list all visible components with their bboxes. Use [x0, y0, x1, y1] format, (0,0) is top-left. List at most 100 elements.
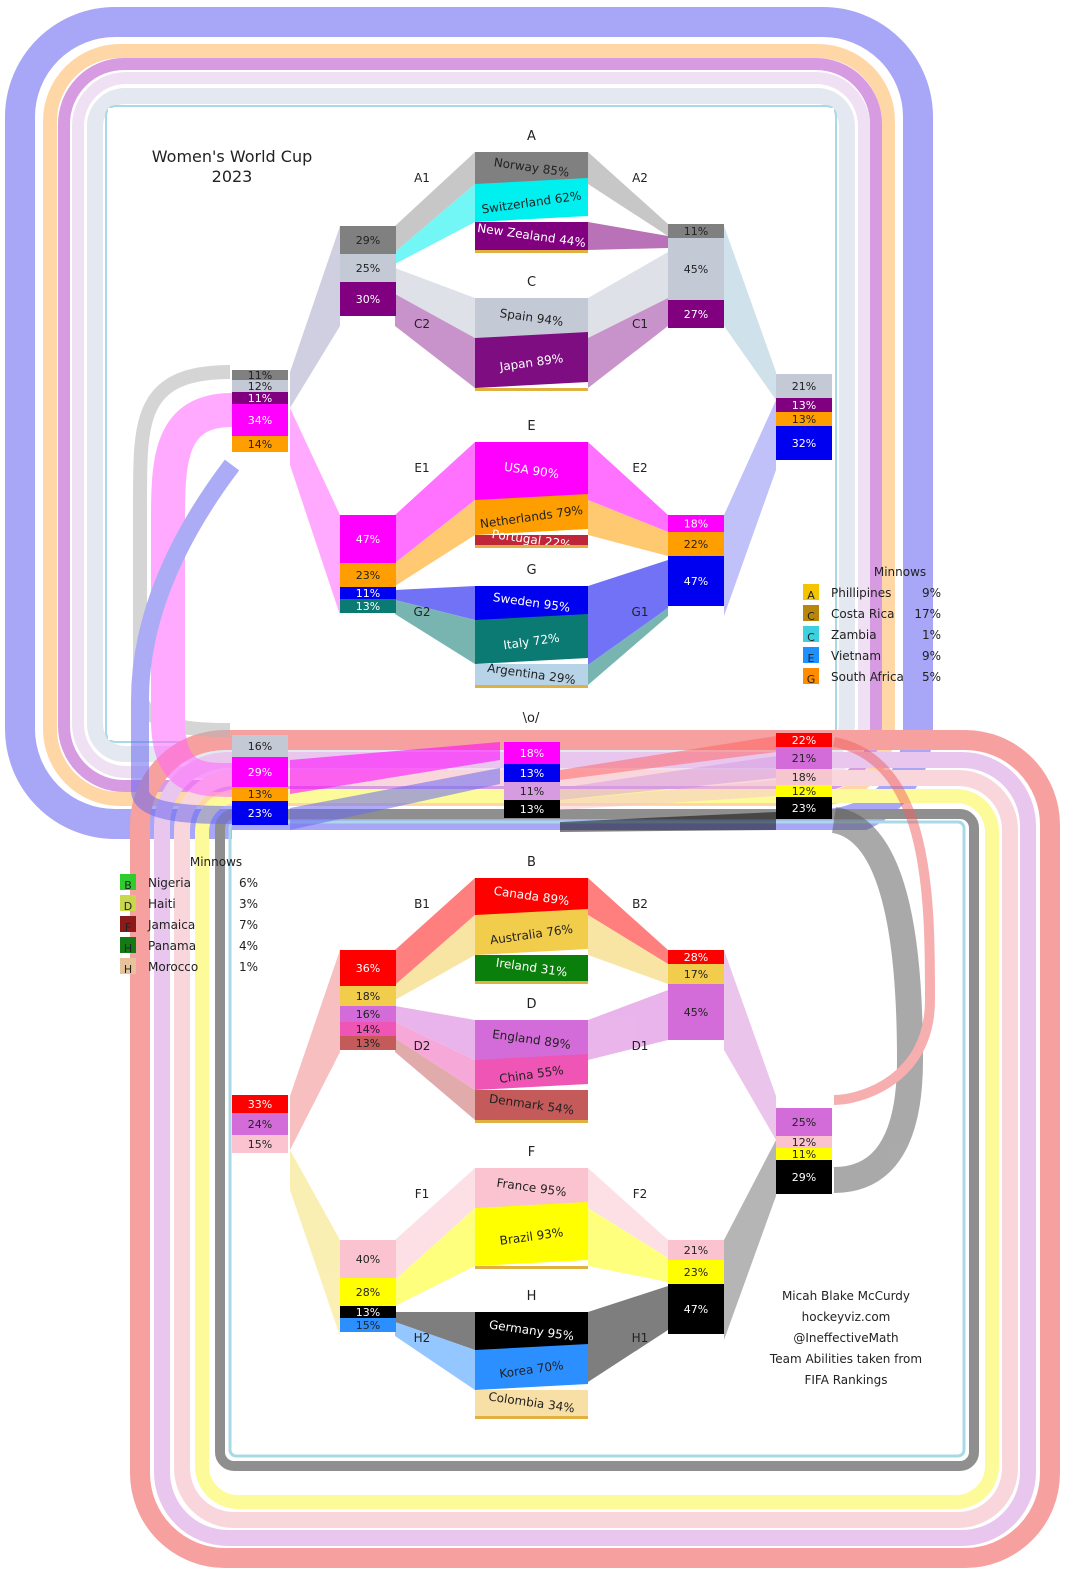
team-band — [475, 222, 588, 250]
stack-band-label: 24% — [248, 1118, 272, 1131]
minnow-name: Panama — [148, 939, 196, 953]
stack-upper-stacks-right_quarter: 21% 13%13% 32% — [776, 374, 832, 460]
stack-band — [776, 1136, 832, 1148]
stack-band-label: 23% — [248, 807, 272, 820]
flow-rq2-b2 — [724, 950, 776, 1140]
stack-lower-stacks-right_quarter: 25% 12%11% 29% — [776, 1108, 832, 1194]
stack-band — [668, 224, 724, 238]
stack-band-label: 25% — [356, 262, 380, 275]
stack-band — [668, 556, 724, 606]
stack-band-label: 47% — [356, 533, 380, 546]
stack-band — [668, 532, 724, 556]
group-slot-left: A1 — [414, 171, 430, 185]
ring-outer-upper — [5, 7, 933, 839]
group-label: B — [527, 855, 536, 870]
group-slot-left: G2 — [414, 605, 431, 619]
flow-h1-germany — [588, 1286, 668, 1382]
group-label: A — [527, 129, 536, 144]
stack-band — [776, 374, 832, 398]
flow-rs-rq-red — [832, 737, 936, 1105]
stack-band-label: 11% — [248, 369, 272, 382]
flow-a2-norway — [588, 152, 668, 236]
stack-band — [232, 436, 288, 452]
flow-e1-neth — [395, 500, 475, 586]
stack-band — [340, 282, 396, 316]
minnow-name: Jamaica — [147, 918, 195, 932]
stack-lower-stacks-semi: 22% 21% 18%12% 23% — [776, 733, 832, 819]
stack-band — [776, 797, 832, 819]
stack-band — [776, 412, 832, 426]
stack-band — [776, 769, 832, 785]
chart-title-line2: 2023 — [212, 167, 253, 186]
stack-band — [776, 785, 832, 797]
stack-band — [668, 515, 724, 532]
team-band — [475, 878, 588, 915]
stack-band — [232, 801, 288, 825]
minnow-sliver — [475, 1120, 588, 1123]
flow-b1-aus — [395, 915, 475, 1000]
flow-semi-final-pink — [290, 742, 500, 794]
flow-lq-semi-blue — [131, 459, 240, 824]
minnow-pct: 7% — [239, 918, 258, 932]
flow-b1-canada — [395, 878, 475, 985]
stack-lower-stacks-left_quarter: 33% 24% 15% — [232, 1095, 288, 1153]
team-band — [475, 298, 588, 338]
flow-rs-rq-grey — [830, 807, 924, 1193]
stack-band-label: 13% — [792, 413, 816, 426]
group-slot-left: F1 — [415, 1187, 430, 1201]
minnow-swatch — [120, 937, 136, 953]
stack-band-label: 29% — [356, 234, 380, 247]
flow-d2-china — [395, 1022, 475, 1090]
flow-g2-italy — [395, 600, 475, 664]
flow-lq-a1 — [290, 226, 340, 408]
minnow-sliver — [475, 1416, 588, 1419]
stack-band-label: 18% — [792, 771, 816, 784]
stack-band-label: 13% — [792, 399, 816, 412]
minnow-name: Morocco — [148, 960, 198, 974]
minnow-name: South Africa — [831, 670, 904, 684]
stack-band-label: 18% — [684, 518, 708, 531]
stack-band-label: 13% — [356, 1306, 380, 1319]
team-band — [475, 1090, 588, 1120]
stack-band — [340, 1036, 396, 1050]
stack-band-label: 13% — [356, 1037, 380, 1050]
stack-band — [232, 392, 288, 404]
stack-band-label: 17% — [684, 968, 708, 981]
minnow-pct: 3% — [239, 897, 258, 911]
stack-band — [504, 782, 560, 800]
minnows-top-title: Minnows — [874, 565, 926, 579]
minnows-legend-bottom: Minnows B Nigeria 6% D Haiti 3% F Jamaica 7% H Pan… — [120, 855, 258, 976]
stack-band-label: 13% — [356, 600, 380, 613]
stack-band — [340, 1006, 396, 1022]
group-slot-left: C2 — [414, 317, 430, 331]
flow-d2-england — [395, 1006, 475, 1060]
stack-band — [232, 380, 288, 392]
minnow-code: A — [807, 589, 815, 602]
stack-band — [668, 984, 724, 1040]
team-band — [475, 909, 588, 955]
stack-band — [668, 300, 724, 328]
team-band — [475, 535, 588, 545]
stack-band — [340, 950, 396, 986]
minnow-swatch — [120, 895, 136, 911]
stack-band-label: 13% — [248, 788, 272, 801]
flow-c2-japan — [395, 294, 475, 388]
stack-band — [232, 1113, 288, 1135]
minnow-swatch — [120, 916, 136, 932]
minnows-legend-top: Minnows A Phillipines 9% C Costa Rica 17% C Zam… — [803, 565, 941, 686]
stack-band — [776, 1108, 832, 1136]
stack-band-label: 27% — [684, 308, 708, 321]
minnow-swatch — [803, 584, 819, 600]
stack-band — [340, 599, 396, 613]
flow-c2-spain — [395, 268, 475, 338]
stack-band — [232, 1135, 288, 1153]
flow-lq2-b1 — [290, 950, 340, 1150]
ring-grey-lower — [215, 809, 979, 1471]
group-label: E — [527, 419, 535, 434]
stack-band — [668, 1284, 724, 1334]
stack-band-label: 16% — [356, 1008, 380, 1021]
